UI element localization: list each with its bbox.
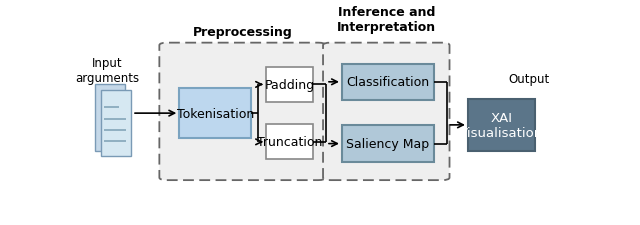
Text: Classification: Classification (346, 76, 429, 89)
Text: Padding: Padding (264, 79, 315, 92)
FancyBboxPatch shape (323, 43, 449, 180)
Text: Tokenisation: Tokenisation (177, 107, 254, 120)
FancyBboxPatch shape (342, 126, 434, 162)
Text: XAI
Visualisation: XAI Visualisation (460, 111, 543, 139)
Text: Input
arguments: Input arguments (76, 56, 140, 84)
FancyBboxPatch shape (266, 125, 313, 160)
Text: Preprocessing: Preprocessing (193, 26, 292, 39)
FancyBboxPatch shape (266, 68, 313, 102)
Text: Truncation: Truncation (257, 136, 323, 149)
Text: Output: Output (508, 73, 550, 86)
FancyBboxPatch shape (179, 88, 251, 139)
FancyBboxPatch shape (101, 90, 131, 156)
FancyBboxPatch shape (95, 85, 125, 151)
Text: Inference and
Interpretation: Inference and Interpretation (337, 6, 436, 34)
FancyBboxPatch shape (159, 43, 326, 180)
Text: Saliency Map: Saliency Map (346, 137, 429, 151)
FancyBboxPatch shape (342, 64, 434, 101)
FancyBboxPatch shape (468, 100, 535, 151)
